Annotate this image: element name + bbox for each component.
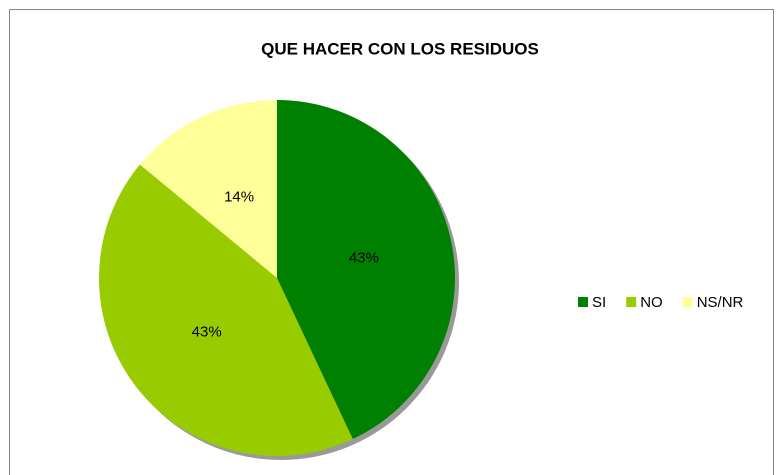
data-label: 43% <box>192 324 222 341</box>
pie-slice <box>277 100 455 440</box>
legend-swatch <box>578 297 588 307</box>
pie-slice <box>99 164 353 457</box>
data-label: 43% <box>349 250 379 267</box>
chart-title: QUE HACER CON LOS RESIDUOS <box>261 39 539 58</box>
legend-label: NO <box>640 294 663 311</box>
legend-label: NS/NR <box>697 294 744 311</box>
legend-swatch <box>626 297 637 307</box>
pie-slice <box>139 100 277 278</box>
legend-swatch <box>682 297 693 307</box>
data-label: 14% <box>224 188 254 205</box>
legend-label: SI <box>592 294 606 311</box>
